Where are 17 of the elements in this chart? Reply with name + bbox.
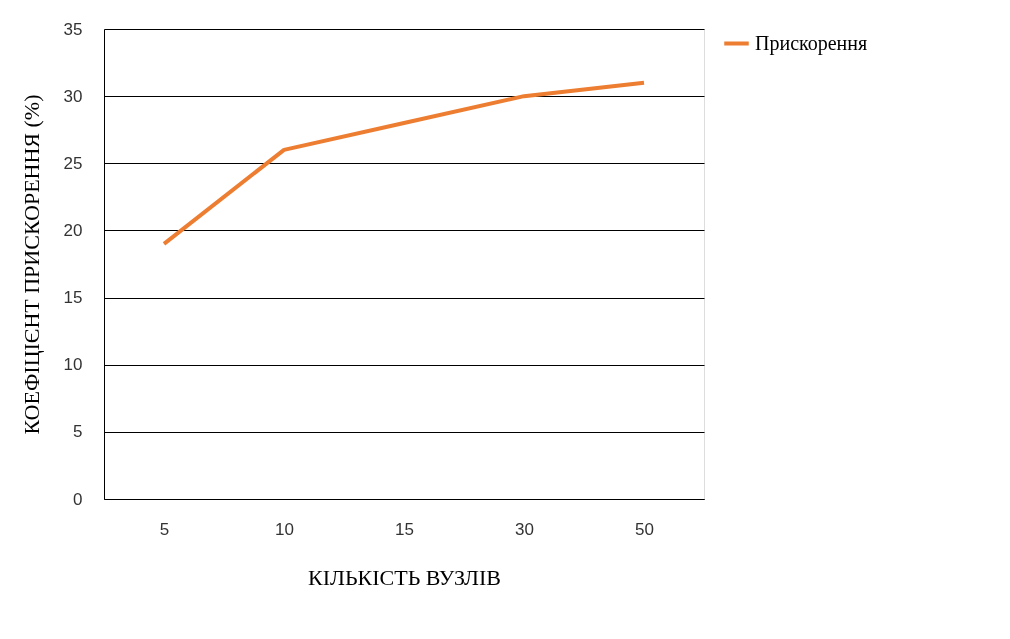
y-tick-label: 25 xyxy=(63,153,83,173)
x-tick-label: 5 xyxy=(159,519,170,539)
y-tick-label: 20 xyxy=(63,220,83,240)
x-axis-title: КІЛЬКІСТЬ ВУЗЛІВ xyxy=(308,564,501,590)
y-tick-label: 15 xyxy=(63,288,83,308)
y-tick-label: 35 xyxy=(63,19,83,39)
x-tick-label: 50 xyxy=(635,519,654,539)
y-tick-label: 0 xyxy=(73,489,83,509)
y-tick-label: 10 xyxy=(63,355,83,375)
x-tick-label: 10 xyxy=(275,519,294,539)
y-tick-label: 5 xyxy=(73,422,83,442)
y-tick-label: 30 xyxy=(63,86,83,106)
line-series xyxy=(162,80,646,246)
y-axis-title: КОЕФІЦІЄНТ ПРИСКОРЕННЯ (%) xyxy=(18,94,44,435)
legend-label: Прискорення xyxy=(755,31,868,55)
x-tick-label: 30 xyxy=(515,519,534,539)
x-tick-label: 15 xyxy=(395,519,414,539)
